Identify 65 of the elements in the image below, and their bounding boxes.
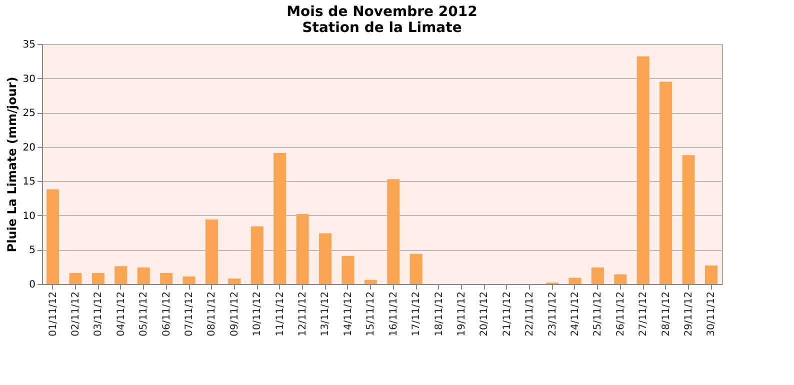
bar	[660, 82, 672, 284]
x-tick-label: 06/11/12	[161, 292, 172, 336]
x-tick-label: 05/11/12	[138, 292, 150, 336]
bar	[160, 273, 173, 284]
y-tick-label: 25	[22, 108, 36, 120]
bar	[228, 278, 241, 284]
bar	[274, 153, 286, 284]
x-tick-label: 18/11/12	[434, 292, 445, 336]
bar	[364, 280, 377, 284]
x-tick-label: 20/11/12	[479, 292, 490, 336]
x-tick-label: 09/11/12	[229, 292, 240, 336]
x-tick-label: 25/11/12	[592, 292, 604, 336]
text: Mois de Novembre 2012	[286, 4, 478, 20]
x-tick-label: 01/11/12	[48, 292, 59, 336]
bar	[568, 278, 582, 284]
bar	[614, 274, 627, 284]
y-tick-label: 0	[29, 280, 36, 290]
x-tick-label: 27/11/12	[638, 292, 650, 336]
bar	[92, 273, 104, 284]
text: Station de la Limate	[302, 20, 462, 36]
bar	[296, 214, 309, 284]
x-tick-label: 23/11/12	[547, 292, 558, 336]
x-tick-label: 08/11/12	[206, 292, 218, 336]
bar	[636, 56, 650, 284]
bar	[46, 189, 60, 284]
y-tick-label: 35	[22, 40, 36, 50]
x-tick-label: 12/11/12	[298, 292, 309, 336]
bar	[682, 155, 695, 284]
bar	[318, 233, 332, 284]
x-tick-label: 28/11/12	[660, 292, 672, 336]
bar	[591, 268, 604, 284]
x-tick-label: 26/11/12	[615, 292, 626, 336]
bar	[69, 273, 82, 284]
bar	[410, 254, 422, 284]
bar	[250, 226, 264, 284]
bar	[182, 276, 196, 284]
x-tick-label: 11/11/12	[274, 292, 286, 336]
x-tick-label: 10/11/12	[252, 292, 264, 336]
x-tick-label: 17/11/12	[411, 292, 422, 336]
x-tick-label: 14/11/12	[342, 292, 354, 336]
y-axis-title: Pluie La Limate (mm/jour)	[4, 76, 19, 252]
x-tick-label: 15/11/12	[366, 292, 377, 336]
bar	[137, 268, 150, 284]
bar	[205, 220, 218, 284]
x-tick-label: 30/11/12	[706, 292, 718, 336]
x-tick-label: 24/11/12	[570, 292, 581, 336]
bar	[114, 266, 128, 284]
x-tick-label: 04/11/12	[116, 292, 127, 336]
x-tick-label: 16/11/12	[388, 292, 400, 336]
x-tick-label: 13/11/12	[320, 292, 332, 336]
y-tick-label: 20	[22, 142, 36, 154]
bar	[342, 256, 354, 284]
bar	[704, 265, 718, 284]
bar	[387, 179, 400, 284]
y-tick-label: 5	[29, 245, 36, 256]
x-tick-label: 07/11/12	[184, 292, 196, 336]
x-tick-label: 21/11/12	[502, 292, 513, 336]
x-tick-label: 19/11/12	[456, 292, 468, 336]
x-tick-label: 22/11/12	[524, 292, 536, 336]
y-tick-label: 10	[22, 210, 36, 222]
y-tick-label: 30	[22, 74, 36, 85]
x-tick-label: 03/11/12	[93, 292, 104, 336]
y-tick-label: 15	[22, 176, 36, 188]
x-tick-label: 29/11/12	[684, 292, 695, 336]
x-tick-label: 02/11/12	[70, 292, 82, 336]
